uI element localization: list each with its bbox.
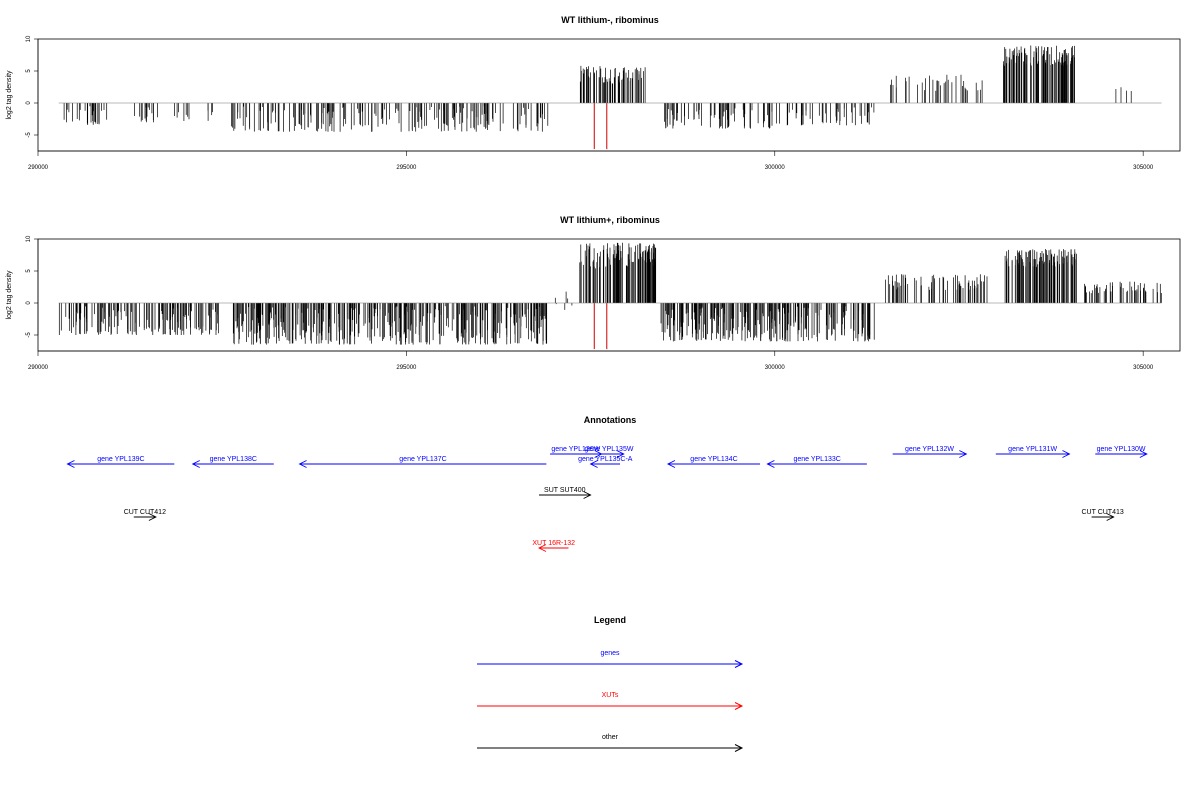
legend-item: other <box>477 734 744 752</box>
feature-label: gene YPL135W <box>585 446 634 453</box>
feature-label: gene YPL138C <box>210 456 257 463</box>
feature-label: gene YPL134C <box>690 456 737 463</box>
feature-arrow-head <box>766 460 775 468</box>
x-tick-label: 290000 <box>28 165 49 171</box>
feature-arrow-head <box>298 460 307 468</box>
feature-arrow-head <box>1062 450 1071 458</box>
annotation-feature: gene YPL133C <box>766 456 867 468</box>
signal-bars <box>63 45 1132 150</box>
feature-arrow-head <box>616 450 625 458</box>
feature-label: gene YPL137C <box>399 456 446 463</box>
legend-arrow-head <box>734 702 744 710</box>
legend-items: genes XUTs other <box>477 650 744 752</box>
annotation-feature: gene YPL132W <box>892 446 968 458</box>
x-tick-label: 290000 <box>28 365 49 371</box>
legend-item: XUTs <box>477 692 744 710</box>
annotation-feature: gene YPL138C <box>191 456 274 468</box>
annotation-feature: gene YPL134C <box>666 456 761 468</box>
feature-label: CUT CUT413 <box>1081 509 1123 516</box>
feature-label: XUT 16R-132 <box>532 540 575 547</box>
y-axis-label: log2 tag density <box>6 70 13 120</box>
annotation-feature: gene YPL137C <box>298 456 547 468</box>
legend-title: Legend <box>594 615 626 625</box>
feature-arrow-head <box>1106 513 1115 521</box>
annotation-feature: SUT SUT400 <box>539 487 592 499</box>
legend-label: genes <box>600 650 620 657</box>
x-tick-label: 305000 <box>1133 365 1154 371</box>
annotation-feature: gene YPL135W <box>585 446 634 458</box>
legend-label: XUTs <box>602 692 619 699</box>
legend-item: genes <box>477 650 744 668</box>
annotation-feature: CUT CUT412 <box>124 509 166 521</box>
legend-arrow-head <box>734 744 744 752</box>
feature-arrow-head <box>583 491 592 499</box>
y-tick-label: 0 <box>26 101 32 105</box>
y-axis-label: log2 tag density <box>6 270 13 320</box>
feature-label: gene YPL139C <box>97 456 144 463</box>
feature-arrow-head <box>959 450 968 458</box>
legend-label: other <box>602 734 619 741</box>
feature-arrow-head <box>1139 450 1148 458</box>
y-axis: -5 0 5 10 <box>26 235 39 338</box>
feature-label: CUT CUT412 <box>124 509 166 516</box>
feature-arrow-head <box>589 460 598 468</box>
legend-arrow-head <box>734 660 744 668</box>
panel-title: WT lithium+, ribominus <box>560 215 660 225</box>
feature-label: gene YPL130W <box>1097 446 1146 453</box>
panel-lithium-plus: WT lithium+, ribominus -5 0 5 10 290000 2950… <box>6 215 1181 371</box>
annotation-feature: gene YPL131W <box>995 446 1071 458</box>
annotation-feature: gene YPL130W <box>1095 446 1148 458</box>
annotation-feature: CUT CUT413 <box>1081 509 1124 521</box>
x-tick-label: 295000 <box>396 365 417 371</box>
feature-label: gene YPL131W <box>1008 446 1057 453</box>
x-tick-label: 295000 <box>396 165 417 171</box>
annotation-feature: gene YPL135C-A <box>578 456 633 468</box>
feature-arrow-head <box>538 544 547 552</box>
y-tick-label: 10 <box>26 35 32 42</box>
y-tick-label: 10 <box>26 235 32 242</box>
panel-lithium-minus: WT lithium-, ribominus -5 0 5 10 290000 2950… <box>6 15 1181 171</box>
annotations-title: Annotations <box>584 415 637 425</box>
y-tick-label: 5 <box>26 269 32 273</box>
x-tick-label: 300000 <box>765 365 786 371</box>
feature-arrow-head <box>148 513 157 521</box>
feature-arrow-head <box>66 460 75 468</box>
y-tick-label: -5 <box>26 332 32 338</box>
y-axis: -5 0 5 10 <box>26 35 39 138</box>
annotation-feature: XUT 16R-132 <box>532 540 575 552</box>
feature-label: gene YPL135C-A <box>578 456 633 463</box>
feature-label: gene YPL132W <box>905 446 954 453</box>
signal-bars <box>58 242 1162 350</box>
feature-arrow-head <box>666 460 676 468</box>
feature-arrow-head <box>191 460 200 468</box>
y-tick-label: -5 <box>26 132 32 138</box>
x-tick-label: 300000 <box>765 165 786 171</box>
x-axis: 290000 295000 300000 305000 <box>28 350 1154 371</box>
y-tick-label: 0 <box>26 301 32 305</box>
annotation-feature: gene YPL139C <box>66 456 175 468</box>
panel-title: WT lithium-, ribominus <box>561 15 659 25</box>
feature-label: gene YPL133C <box>793 456 840 463</box>
annotation-features: gene YPL139C gene YPL138C gene YPL137C gene… <box>66 446 1148 552</box>
legend: Legend genes XUTs other <box>477 615 744 752</box>
x-tick-label: 305000 <box>1133 165 1154 171</box>
x-axis: 290000 295000 300000 305000 <box>28 150 1154 171</box>
y-tick-label: 5 <box>26 69 32 73</box>
feature-label: gene YPL136W <box>551 446 600 453</box>
annotations-track: Annotations gene YPL139C gene YPL138C gene… <box>66 415 1148 552</box>
feature-label: SUT SUT400 <box>544 487 586 494</box>
